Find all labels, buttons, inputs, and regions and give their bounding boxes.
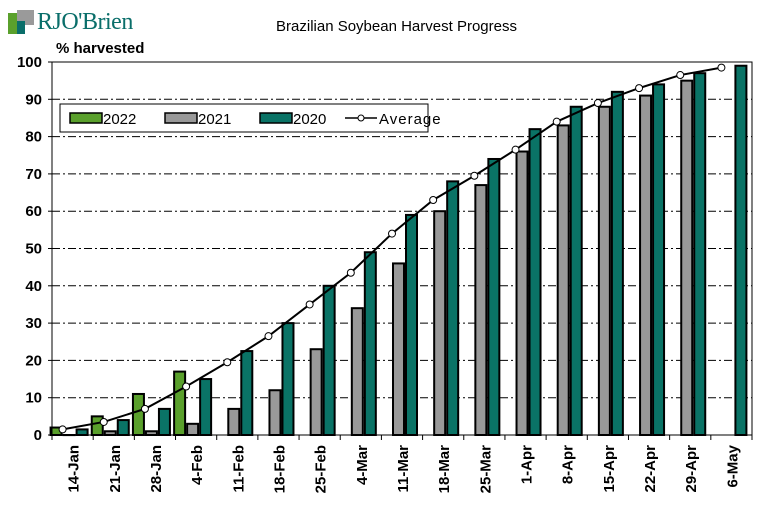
bar-2021 [268,389,282,436]
y-tick-label: 90 [25,91,42,108]
y-axis-label: % harvested [56,40,145,57]
x-tick-label: 18-Mar [436,445,453,494]
bar-2020 [693,72,707,436]
bar-2020 [75,428,89,436]
point-average [346,268,355,277]
bar-2020 [199,378,213,436]
bar-2021 [515,150,529,437]
bar-2021 [597,105,611,436]
point-average [388,229,396,238]
y-tick-label: 60 [25,203,42,220]
company-logo: RJO'Brien [8,8,133,36]
bar-2020 [528,128,542,436]
x-tick-label: 21-Jan [107,445,124,493]
bar-2021 [186,422,200,436]
bar-2021 [309,348,323,436]
chart-title: Brazilian Soybean Harvest Progress [276,18,517,35]
logo-mark-icon [8,10,34,34]
bar-2020 [652,83,666,436]
point-average [305,300,314,309]
x-tick-label: 15-Apr [601,445,618,493]
y-tick-label: 10 [25,390,42,407]
bar-2020 [487,157,501,436]
y-tick-label: 0 [34,427,42,444]
bar-2021 [556,124,570,436]
y-tick-label: 100 [17,54,42,71]
legend-swatch-2021 [164,112,198,124]
y-tick-label: 20 [25,352,42,369]
legend-swatch-2022 [69,112,103,124]
point-average [182,382,191,391]
x-tick-label: 4-Feb [189,445,206,485]
legend-swatch-marker [357,114,365,122]
x-tick-label: 14-Jan [66,445,83,493]
x-tick-label: 4-Mar [354,445,371,485]
x-tick-label: 11-Mar [395,445,412,493]
bar-2020 [569,105,583,436]
y-tick-label: 70 [25,166,42,183]
axes: 0 10 20 30 40 50 60 70 80 90 100 14-Jan 21-Jan 28-Jan… [17,54,753,494]
y-tick-label: 80 [25,129,42,146]
legend-swatch-2020 [259,112,293,124]
bar-2020 [281,322,295,437]
x-tick-label: 22-Apr [642,445,659,493]
y-tick-label: 40 [25,278,42,295]
y-tick-label: 30 [25,315,42,332]
logo-text: RJO'Brien [37,8,133,35]
x-tick-label: 6-May [724,444,741,487]
x-tick-label: 28-Jan [148,445,165,493]
point-average [676,71,685,80]
bar-2020 [322,284,336,436]
legend-label-2021: 2021 [198,111,231,128]
bar-2020 [405,213,418,436]
point-average [223,358,232,367]
x-tick-label: 8-Apr [560,445,577,484]
point-average [593,99,602,108]
x-tick-label: 29-Apr [683,445,700,493]
bar-2021 [474,184,488,436]
bar-2021 [227,407,241,437]
bar-2021 [350,307,364,436]
y-tick-label: 50 [25,241,42,258]
legend: 2022 2021 2020 Average [59,103,442,133]
point-average [58,425,67,434]
bar-2021 [144,430,158,436]
bar-2021 [680,79,694,437]
bar-2021 [639,94,653,436]
bar-2020 [734,64,748,436]
legend-label-2020: 2020 [293,111,326,128]
point-average [99,417,108,426]
bar-2020 [116,419,130,436]
point-average [264,332,273,341]
bar-2021 [103,430,117,436]
bar-2020 [157,407,171,437]
point-average [717,63,726,72]
legend-label-2022: 2022 [103,111,136,128]
bar-2020 [610,90,624,436]
x-tick-label: 25-Feb [313,445,330,493]
bar-2020 [446,180,460,436]
bar-2021 [433,210,447,436]
bar-2020 [240,350,254,437]
bar-2020 [363,251,377,436]
point-average [429,196,438,205]
point-average [552,117,561,126]
bar-2022 [131,392,145,436]
legend-label-average: Average [379,111,442,128]
bar-2022 [173,370,187,436]
x-tick-label: 1-Apr [519,445,536,484]
average-line [58,63,726,434]
point-average [470,171,479,180]
bar-2021 [392,262,405,437]
x-tick-label: 25-Mar [477,445,494,494]
x-tick-label: 11-Feb [230,445,247,493]
point-average [140,404,149,413]
x-tick-label: 18-Feb [271,445,288,493]
point-average [635,84,644,93]
point-average [511,145,520,154]
